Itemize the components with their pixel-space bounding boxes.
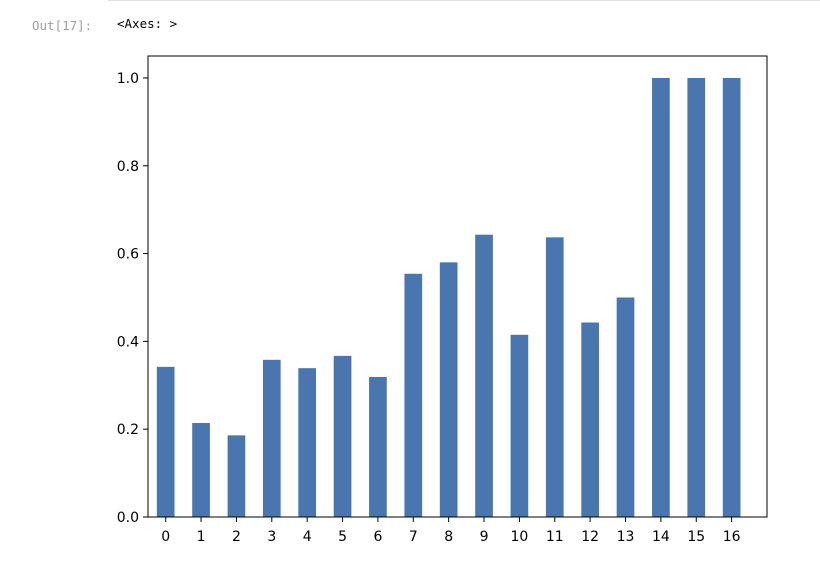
bar-10 (510, 334, 529, 517)
bar-16 (722, 77, 741, 517)
x-tick-label: 8 (444, 529, 453, 545)
bar-2 (227, 435, 246, 517)
x-tick-label: 0 (161, 529, 170, 545)
bar-15 (687, 77, 706, 517)
bar-5 (333, 355, 352, 517)
bar-12 (581, 322, 599, 517)
bar-9 (475, 234, 493, 517)
bar-7 (404, 273, 423, 517)
x-tick-label: 12 (581, 529, 599, 545)
x-tick-label: 10 (510, 529, 528, 545)
y-axis: 0.0 0.2 0.4 0.6 0.8 1.0 (117, 71, 148, 526)
bars-group (156, 77, 741, 517)
y-tick-label: 0.6 (117, 247, 139, 263)
output-text: <Axes: > (117, 16, 178, 31)
x-tick-label: 16 (723, 529, 741, 545)
y-tick-label: 1.0 (117, 71, 139, 87)
x-axis: 0 1 2 3 4 5 6 7 8 9 10 11 12 13 14 15 16 (161, 517, 741, 545)
x-tick-label: 6 (373, 529, 382, 545)
x-tick-label: 15 (687, 529, 705, 545)
x-tick-label: 1 (197, 529, 206, 545)
x-tick-label: 13 (617, 529, 635, 545)
y-tick-label: 0.2 (117, 422, 139, 438)
bar-13 (616, 297, 635, 517)
bar-14 (652, 77, 670, 517)
x-tick-label: 3 (267, 529, 276, 545)
x-tick-label: 11 (546, 529, 564, 545)
bar-6 (369, 376, 387, 517)
x-tick-label: 9 (480, 529, 489, 545)
y-tick-label: 0.4 (117, 334, 139, 350)
bar-8 (439, 262, 458, 517)
cell-top-border (108, 0, 820, 1)
bar-11 (545, 237, 564, 517)
bar-3 (262, 359, 281, 517)
y-tick-label: 0.8 (117, 159, 139, 175)
x-tick-label: 14 (652, 529, 670, 545)
output-prompt: Out[17]: (32, 18, 93, 33)
x-tick-label: 2 (232, 529, 241, 545)
x-tick-label: 4 (303, 529, 312, 545)
bar-4 (298, 368, 317, 517)
x-tick-label: 7 (409, 529, 418, 545)
x-tick-label: 5 (338, 529, 347, 545)
y-tick-label: 0.0 (117, 510, 139, 526)
bar-1 (192, 423, 210, 517)
bar-0 (156, 366, 175, 517)
plot-frame (147, 55, 768, 518)
